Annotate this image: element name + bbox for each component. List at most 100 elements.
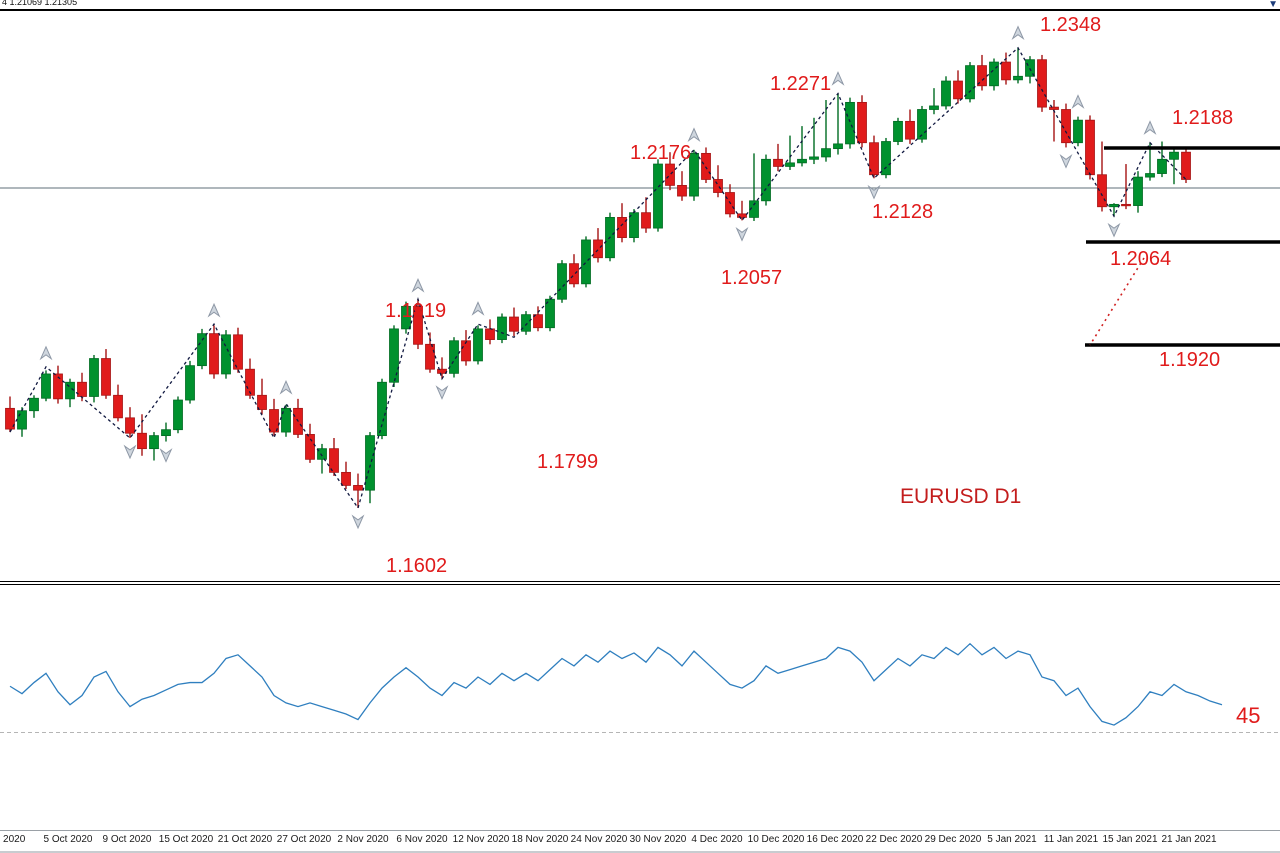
candle-body [41,373,51,399]
label-1-2188: 1.2188 [1172,107,1234,129]
label-1-2057: 1.2057 [721,267,783,289]
candle [761,154,771,206]
candle [545,295,555,332]
candle [749,153,759,221]
candle-body [185,365,195,401]
candle [701,147,711,184]
candle-body [341,471,351,486]
rsi-value-label: 45 [1236,703,1261,728]
candle [617,203,627,243]
candle-body [797,158,807,164]
candle [725,184,735,218]
candle-body [557,263,567,300]
candle-body [1145,173,1155,178]
candle-body [485,328,495,340]
time-axis-tick: 15 Oct 2020 [158,834,214,845]
time-axis-tick: 5 Jan 2021 [987,834,1037,845]
candle-body [353,485,363,491]
fractal-arrow-up [1143,120,1157,135]
candle-body [1133,176,1143,206]
candle-body [1109,203,1119,208]
candle [965,62,975,103]
candle-body [269,409,279,433]
candle-body [461,340,471,362]
candle-body [845,101,855,145]
panel-separator [0,581,1280,585]
candle-body [749,200,759,218]
candle [221,330,231,379]
fractal-arrow-up [1071,94,1085,109]
label-1-1920: 1.1920 [1159,349,1221,371]
candle-body [1157,158,1167,174]
candle-body [497,316,507,340]
candle-body [1013,75,1023,81]
candle-body [209,333,219,375]
candle-body [833,143,843,150]
label-1-2348: 1.2348 [1040,14,1102,36]
candle-body [917,109,927,140]
candle-body [197,333,207,367]
candle [17,407,27,437]
separator-line-top [0,581,1280,582]
candle [845,97,855,149]
scroll-down-arrow-icon[interactable]: ▼ [1268,0,1278,10]
candle [533,306,543,332]
candle-body [1097,174,1107,208]
time-axis-tick: 30 Nov 2020 [629,834,687,845]
candle [1121,164,1131,210]
candle-body [509,316,519,332]
candle [89,354,99,403]
candle-body [869,142,879,176]
time-axis-tick: 5 Oct 2020 [43,834,93,845]
candle [785,135,795,170]
fractal-arrow-down [351,514,365,530]
candle [293,398,303,438]
candle [281,404,291,437]
candle-body [1121,203,1131,207]
candle [1013,47,1023,84]
candle [713,165,723,198]
candle [641,197,651,233]
candle-body [101,358,111,396]
candle-body [593,239,603,259]
candle-body [737,213,747,218]
candle [377,378,387,440]
fractal-arrow-up [687,127,701,143]
label-1-1919: 1.1919 [385,300,447,322]
price-chart-panel[interactable] [0,11,1280,581]
rsi-chart-canvas [0,642,1280,733]
candle-body [305,434,315,460]
candle [833,93,843,155]
candle-body [881,141,891,176]
candle [497,313,507,344]
candle [581,236,591,288]
candle-body [569,263,579,285]
candle [977,54,987,91]
candle-body [905,120,915,140]
candle [653,159,663,232]
candle [209,325,219,379]
time-axis-tick: 22 Dec 2020 [865,834,923,845]
candle-body [113,394,123,419]
candle [233,327,243,373]
candle [797,126,807,167]
rsi-indicator-panel[interactable] [0,585,1280,830]
candle [53,365,63,404]
quote-strip: 4 1.21069 1.21305 [0,0,1280,11]
candle-body [389,328,399,383]
candle [1073,116,1083,147]
label-1-1799: 1.1799 [537,451,599,473]
time-axis-tick: 9 Oct 2020 [102,834,152,845]
candle-body [941,80,951,107]
rsi-line [9,642,1223,726]
label-1-2128: 1.2128 [872,201,934,223]
candle-body [821,148,831,158]
candle-body [173,399,183,431]
candle [41,370,51,402]
candle-body [161,429,171,437]
candle-body [137,432,147,450]
time-axis-tick: 21 Oct 2020 [217,834,273,845]
candle-body [257,394,267,410]
